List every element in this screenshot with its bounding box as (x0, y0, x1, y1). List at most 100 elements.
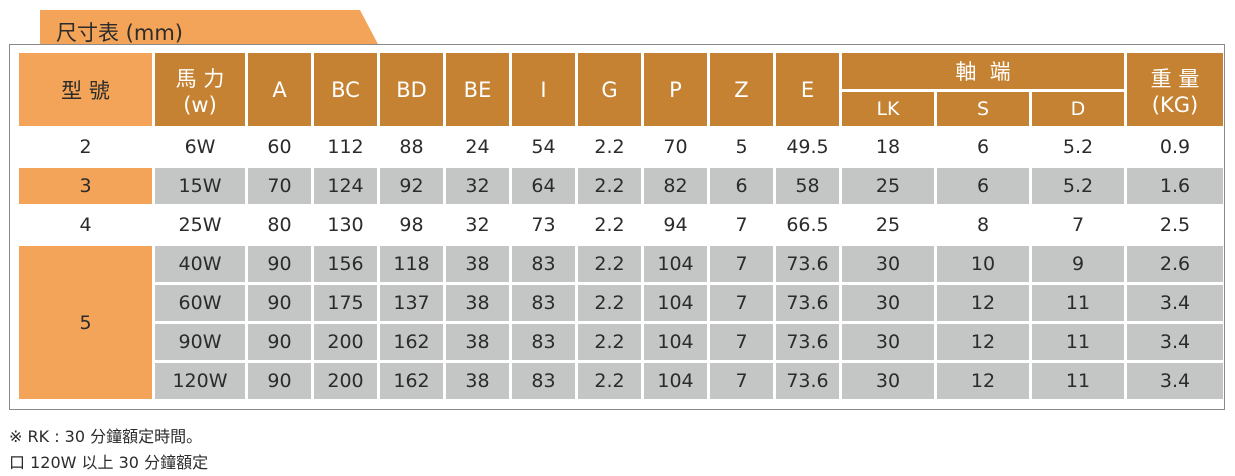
title-tab-shape (40, 10, 380, 48)
header-power-label: 馬 力 (175, 66, 225, 91)
cell-g: 2.2 (578, 129, 641, 165)
cell-weight: 1.6 (1127, 168, 1223, 204)
cell-s: 12 (937, 285, 1029, 321)
dimension-table: 型 號 馬 力 (w) A BC BD BE I G P Z E 軸 端 重 量… (16, 50, 1226, 402)
cell-p: 94 (644, 207, 707, 243)
cell-e: 66.5 (776, 207, 839, 243)
cell-a: 90 (248, 246, 311, 282)
cell-weight: 2.6 (1127, 246, 1223, 282)
cell-d: 11 (1032, 285, 1124, 321)
header-lk: LK (842, 92, 934, 126)
cell-lk: 30 (842, 246, 934, 282)
cell-e: 58 (776, 168, 839, 204)
cell-weight: 0.9 (1127, 129, 1223, 165)
header-model: 型 號 (19, 53, 152, 126)
cell-e: 73.6 (776, 324, 839, 360)
header-s: S (937, 92, 1029, 126)
table-row: 120W 90 200 162 38 83 2.2 104 7 73.6 30 … (19, 363, 1223, 399)
cell-be: 38 (446, 363, 509, 399)
header-weight: 重 量 (KG) (1127, 53, 1223, 126)
cell-z: 7 (710, 207, 773, 243)
table-row: 60W 90 175 137 38 83 2.2 104 7 73.6 30 1… (19, 285, 1223, 321)
cell-p: 104 (644, 363, 707, 399)
cell-i: 83 (512, 363, 575, 399)
cell-g: 2.2 (578, 363, 641, 399)
cell-z: 7 (710, 324, 773, 360)
cell-bc: 200 (314, 324, 377, 360)
cell-a: 60 (248, 129, 311, 165)
cell-be: 32 (446, 168, 509, 204)
cell-d: 9 (1032, 246, 1124, 282)
cell-d: 5.2 (1032, 168, 1124, 204)
cell-power: 25W (155, 207, 245, 243)
cell-power: 120W (155, 363, 245, 399)
cell-bc: 130 (314, 207, 377, 243)
cell-be: 38 (446, 285, 509, 321)
table-row: 3 15W 70 124 92 32 64 2.2 82 6 58 25 6 5… (19, 168, 1223, 204)
cell-i: 54 (512, 129, 575, 165)
cell-s: 12 (937, 363, 1029, 399)
cell-be: 24 (446, 129, 509, 165)
cell-p: 82 (644, 168, 707, 204)
cell-weight: 3.4 (1127, 285, 1223, 321)
cell-model: 4 (19, 207, 152, 243)
cell-lk: 30 (842, 285, 934, 321)
cell-weight: 3.4 (1127, 324, 1223, 360)
header-p: P (644, 53, 707, 126)
cell-lk: 18 (842, 129, 934, 165)
cell-model: 2 (19, 129, 152, 165)
cell-d: 11 (1032, 363, 1124, 399)
cell-bc: 156 (314, 246, 377, 282)
cell-power: 40W (155, 246, 245, 282)
cell-a: 90 (248, 363, 311, 399)
cell-z: 7 (710, 285, 773, 321)
cell-p: 104 (644, 324, 707, 360)
cell-power: 15W (155, 168, 245, 204)
cell-g: 2.2 (578, 285, 641, 321)
cell-weight: 3.4 (1127, 363, 1223, 399)
cell-bc: 200 (314, 363, 377, 399)
table-row: 2 6W 60 112 88 24 54 2.2 70 5 49.5 18 6 … (19, 129, 1223, 165)
cell-power: 60W (155, 285, 245, 321)
cell-model: 3 (19, 168, 152, 204)
cell-d: 7 (1032, 207, 1124, 243)
cell-bc: 112 (314, 129, 377, 165)
cell-s: 8 (937, 207, 1029, 243)
section-title-tab: 尺寸表 (mm) (40, 10, 380, 48)
cell-bd: 98 (380, 207, 443, 243)
cell-z: 5 (710, 129, 773, 165)
cell-bd: 92 (380, 168, 443, 204)
cell-bc: 175 (314, 285, 377, 321)
cell-be: 32 (446, 207, 509, 243)
header-bd: BD (380, 53, 443, 126)
cell-bd: 137 (380, 285, 443, 321)
cell-bd: 88 (380, 129, 443, 165)
header-weight-unit: (KG) (1151, 92, 1199, 117)
cell-a: 90 (248, 285, 311, 321)
cell-p: 70 (644, 129, 707, 165)
cell-lk: 30 (842, 363, 934, 399)
cell-s: 6 (937, 168, 1029, 204)
header-weight-label: 重 量 (1150, 66, 1200, 91)
header-power: 馬 力 (w) (155, 53, 245, 126)
cell-bd: 162 (380, 324, 443, 360)
cell-d: 11 (1032, 324, 1124, 360)
cell-s: 12 (937, 324, 1029, 360)
cell-i: 73 (512, 207, 575, 243)
cell-weight: 2.5 (1127, 207, 1223, 243)
cell-lk: 25 (842, 207, 934, 243)
cell-i: 83 (512, 246, 575, 282)
cell-a: 70 (248, 168, 311, 204)
cell-be: 38 (446, 324, 509, 360)
header-a: A (248, 53, 311, 126)
cell-s: 10 (937, 246, 1029, 282)
cell-lk: 30 (842, 324, 934, 360)
cell-g: 2.2 (578, 168, 641, 204)
header-d: D (1032, 92, 1124, 126)
cell-s: 6 (937, 129, 1029, 165)
cell-lk: 25 (842, 168, 934, 204)
cell-z: 6 (710, 168, 773, 204)
cell-e: 73.6 (776, 363, 839, 399)
header-bc: BC (314, 53, 377, 126)
cell-d: 5.2 (1032, 129, 1124, 165)
